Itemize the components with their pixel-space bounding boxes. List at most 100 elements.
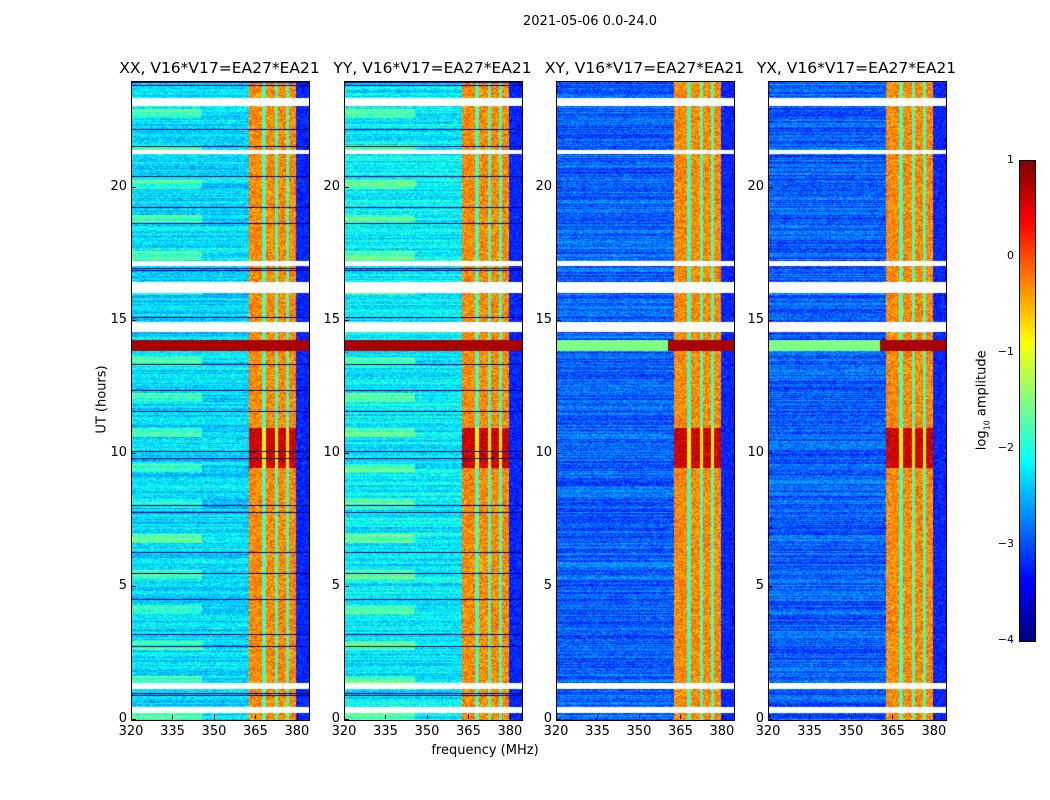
panel-title: YX, V16*V17=EA27*EA21	[756, 59, 957, 77]
x-tick-label: 320	[118, 724, 144, 739]
y-tick-mark	[557, 453, 561, 455]
x-tick-label: 335	[797, 724, 822, 739]
y-tick-mark	[132, 453, 136, 455]
x-tick-mark	[638, 715, 640, 719]
x-tick-label: 380	[284, 724, 310, 739]
y-tick-mark	[557, 187, 561, 189]
colorbar-tick-label: −2	[997, 441, 1014, 454]
x-tick-label: 350	[414, 724, 440, 739]
x-tick-mark	[172, 715, 174, 719]
y-tick-label: 15	[535, 312, 552, 328]
y-tick-label: 0	[331, 711, 340, 726]
y-tick-mark	[769, 453, 773, 455]
colorbar-tick-label: 0	[1007, 249, 1014, 262]
colorbar-tick-label: 1	[1007, 153, 1014, 166]
colorbar-tick-label: −1	[997, 345, 1014, 358]
x-tick-label: 335	[160, 724, 185, 739]
y-tick-label: 0	[755, 711, 764, 726]
figure-suptitle: 2021-05-06 0.0-24.0	[523, 14, 657, 29]
y-tick-mark	[132, 719, 136, 720]
y-tick-label: 20	[747, 179, 764, 195]
heatmap-panel-2	[556, 81, 735, 721]
y-tick-label: 20	[535, 179, 552, 195]
y-tick-mark	[132, 586, 136, 588]
x-tick-mark	[385, 715, 387, 719]
y-tick-label: 5	[543, 578, 552, 594]
x-tick-mark	[850, 715, 852, 719]
x-tick-mark	[213, 715, 215, 719]
x-tick-label: 380	[497, 724, 523, 739]
x-tick-label: 365	[243, 724, 268, 739]
heatmap-panel-1	[344, 81, 523, 721]
y-tick-label: 0	[118, 711, 127, 726]
y-tick-label: 10	[323, 445, 340, 461]
x-tick-label: 320	[755, 724, 781, 739]
x-tick-mark	[809, 715, 811, 719]
x-tick-label: 365	[668, 724, 693, 739]
y-tick-mark	[345, 187, 349, 189]
y-tick-mark	[557, 586, 561, 588]
y-tick-mark	[769, 320, 773, 322]
x-tick-mark	[892, 715, 894, 719]
y-tick-mark	[132, 320, 136, 322]
y-tick-label: 15	[323, 312, 340, 328]
y-tick-label: 10	[110, 445, 127, 461]
y-tick-mark	[557, 320, 561, 322]
panel-title: XX, V16*V17=EA27*EA21	[119, 59, 320, 77]
x-axis-label: frequency (MHz)	[431, 743, 539, 758]
y-tick-mark	[345, 719, 349, 720]
x-tick-mark	[468, 715, 470, 719]
y-tick-label: 15	[747, 312, 764, 328]
y-tick-label: 0	[543, 711, 552, 726]
y-tick-mark	[345, 586, 349, 588]
y-tick-label: 5	[755, 578, 764, 594]
x-tick-mark	[597, 715, 599, 719]
y-tick-label: 15	[110, 312, 127, 328]
x-tick-mark	[344, 715, 345, 719]
x-tick-label: 335	[373, 724, 398, 739]
y-tick-mark	[345, 320, 349, 322]
y-tick-mark	[132, 187, 136, 189]
x-tick-label: 320	[543, 724, 569, 739]
x-tick-label: 380	[921, 724, 947, 739]
colorbar-label-subscript: 10	[982, 420, 992, 431]
x-tick-mark	[509, 715, 511, 719]
x-tick-mark	[768, 715, 769, 719]
colorbar-tick-label: −4	[997, 633, 1014, 646]
y-tick-label: 10	[535, 445, 552, 461]
heatmap-panel-3	[768, 81, 947, 721]
colorbar-tick-label: −3	[997, 537, 1014, 550]
x-tick-mark	[426, 715, 428, 719]
y-tick-label: 5	[118, 578, 127, 594]
colorbar	[1019, 160, 1036, 642]
y-tick-label: 20	[323, 179, 340, 195]
x-tick-label: 380	[709, 724, 735, 739]
x-tick-mark	[296, 715, 298, 719]
x-tick-label: 335	[585, 724, 610, 739]
y-tick-mark	[769, 187, 773, 189]
panel-title: XY, V16*V17=EA27*EA21	[544, 59, 745, 77]
y-tick-label: 20	[110, 179, 127, 195]
y-tick-label: 5	[331, 578, 340, 594]
colorbar-label-rest: amplitude	[974, 350, 990, 421]
x-tick-mark	[556, 715, 557, 719]
panel-title: YY, V16*V17=EA27*EA21	[333, 59, 532, 77]
y-tick-mark	[769, 586, 773, 588]
y-tick-mark	[769, 719, 773, 720]
x-tick-mark	[255, 715, 257, 719]
y-tick-mark	[345, 453, 349, 455]
x-tick-mark	[933, 715, 935, 719]
y-axis-label: UT (hours)	[94, 365, 110, 434]
x-tick-label: 365	[456, 724, 481, 739]
y-tick-label: 10	[747, 445, 764, 461]
heatmap-panel-0	[131, 81, 310, 721]
y-tick-mark	[557, 719, 561, 720]
x-tick-label: 320	[331, 724, 357, 739]
x-tick-label: 350	[626, 724, 652, 739]
x-tick-mark	[131, 715, 132, 719]
x-tick-mark	[680, 715, 682, 719]
x-tick-label: 365	[880, 724, 905, 739]
x-tick-label: 350	[838, 724, 864, 739]
x-tick-mark	[721, 715, 723, 719]
